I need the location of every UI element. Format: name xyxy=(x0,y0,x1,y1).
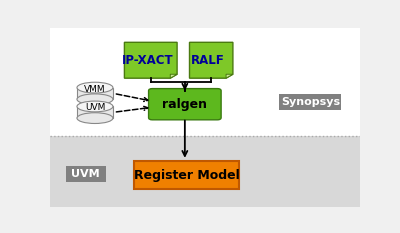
Bar xyxy=(66,166,106,182)
Text: ralgen: ralgen xyxy=(162,98,207,111)
Polygon shape xyxy=(190,42,233,78)
Polygon shape xyxy=(77,106,113,118)
Text: RALF: RALF xyxy=(191,54,225,67)
Text: Register Model: Register Model xyxy=(134,169,239,182)
Ellipse shape xyxy=(77,113,113,123)
Polygon shape xyxy=(77,88,113,99)
Polygon shape xyxy=(170,74,177,78)
Ellipse shape xyxy=(77,82,113,93)
Bar xyxy=(50,136,360,207)
Polygon shape xyxy=(124,42,177,78)
Text: VMM: VMM xyxy=(84,85,106,93)
Text: IP-XACT: IP-XACT xyxy=(122,54,173,67)
Text: UVM: UVM xyxy=(85,103,105,112)
Bar xyxy=(134,161,239,189)
Text: Synopsys: Synopsys xyxy=(281,97,340,107)
Bar xyxy=(279,94,341,110)
Text: UVM: UVM xyxy=(71,169,100,179)
Ellipse shape xyxy=(77,94,113,105)
Ellipse shape xyxy=(77,101,113,112)
Polygon shape xyxy=(226,74,233,78)
FancyBboxPatch shape xyxy=(148,89,221,120)
Bar xyxy=(50,28,360,136)
